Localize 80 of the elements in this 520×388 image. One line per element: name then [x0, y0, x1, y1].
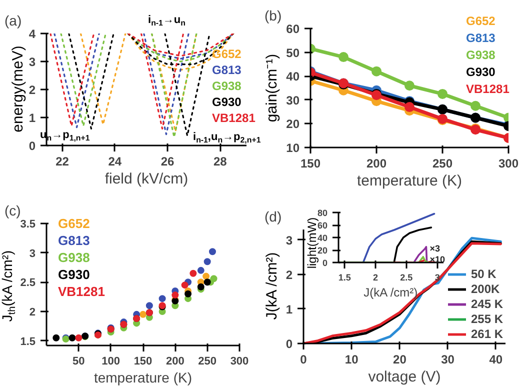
y-tick-label: 3	[29, 248, 36, 260]
y-tick-label: 4	[28, 27, 36, 41]
y-axis-title: energy(meV)	[9, 46, 27, 132]
text: G930	[466, 65, 496, 80]
text: VB1281	[58, 284, 105, 300]
text: i$_{n-1}$→u$_{n}$	[148, 14, 186, 28]
y-tick-label: 60	[286, 22, 300, 36]
text: VB1281	[466, 82, 510, 97]
legend-label: 255 K	[470, 312, 503, 326]
y-tick-label: 30	[286, 93, 300, 108]
text: VB1281	[212, 111, 256, 126]
x-tick-label: 10	[344, 352, 359, 366]
y-tick-label: 3	[28, 55, 36, 69]
y-tick-label: 0	[286, 337, 293, 351]
x-tick-label: 200	[166, 356, 184, 368]
text: G652	[58, 216, 90, 232]
annotation: u$_{n}$→p$_{1,n+1}$	[40, 129, 90, 142]
x-tick-label: 250	[198, 356, 217, 368]
y-tick-label: 1.5	[20, 336, 36, 348]
legend-label: 261 K	[470, 327, 503, 341]
y-tick-label: 60	[317, 220, 328, 230]
x-tick-label: 50	[72, 356, 85, 368]
text: G652	[466, 14, 496, 29]
text: G938	[212, 79, 242, 94]
text: G813	[466, 31, 496, 46]
series-label: G930	[212, 95, 242, 110]
y-tick-label: 3.5	[20, 218, 36, 230]
x-axis-title: J(kA /cm²)	[364, 286, 418, 300]
text: G938	[466, 48, 496, 63]
x-tick-label: 28	[214, 154, 228, 168]
x-tick-label: 30	[441, 352, 455, 366]
text: G813	[58, 233, 90, 249]
x-axis-title: temperature (K)	[356, 172, 462, 190]
y-tick-label: 3	[286, 233, 293, 248]
x-tick-label: 2	[373, 272, 378, 282]
series-label: G652	[212, 47, 242, 62]
y-tick-label: 50	[286, 46, 300, 60]
text: G930	[58, 267, 90, 283]
y-tick-label: 40	[286, 70, 300, 84]
y-tick-label: 0	[28, 139, 36, 153]
legend-label: 245 K	[470, 297, 503, 311]
x-tick-label: 20	[393, 352, 407, 366]
y-tick-label: 0	[322, 258, 328, 268]
x-tick-label: 22	[56, 154, 70, 168]
x-tick-label: 26	[160, 154, 175, 168]
chart-title: (c)	[4, 202, 21, 218]
legend-label: 200K	[470, 282, 500, 296]
legend-label: 50 K	[470, 267, 496, 281]
y-tick-label: 20	[317, 246, 328, 256]
annotation: i$_{n-1}$,u$_{n}$→p$_{2,n+1}$	[193, 131, 261, 144]
x-tick-label: 250	[432, 156, 453, 170]
y-tick-label: 2	[29, 306, 36, 318]
x-tick-label: 24	[108, 154, 122, 168]
y-axis-title: gain(cm⁻¹)	[263, 53, 281, 122]
x-tick-label: 150	[300, 156, 321, 170]
y-tick-label: 40	[317, 233, 328, 243]
text: G938	[58, 250, 90, 266]
x-axis-title: temperature (K)	[94, 370, 192, 386]
y-tick-label: 1	[28, 111, 36, 125]
y-tick-label: 2	[28, 83, 36, 97]
y-tick-label: 1	[286, 302, 293, 316]
y-axis-title: J(kA /cm²)	[263, 252, 281, 320]
chart-title: (b)	[264, 8, 282, 24]
series-label: G813	[212, 63, 242, 78]
x-axis-title: voltage (V)	[368, 368, 441, 386]
x-tick-label: 150	[134, 356, 152, 368]
x-tick-label: 200	[366, 156, 387, 170]
chart-title: (d)	[264, 208, 282, 224]
y-tick-label: 10	[286, 141, 300, 155]
annotation: ×3	[430, 244, 440, 254]
x-tick-label: 2.5	[400, 272, 413, 282]
x-tick-label: 40	[489, 352, 503, 366]
chart-title: (a)	[4, 12, 22, 28]
x-tick-label: 100	[102, 356, 120, 368]
x-axis-title: field (kV/cm)	[104, 170, 188, 188]
x-tick-label: 300	[498, 156, 519, 170]
y-tick-label: 80	[317, 208, 328, 218]
y-tick-label: 20	[286, 117, 300, 132]
x-tick-label: 300	[230, 356, 249, 368]
x-tick-label: 1.5	[338, 272, 351, 282]
